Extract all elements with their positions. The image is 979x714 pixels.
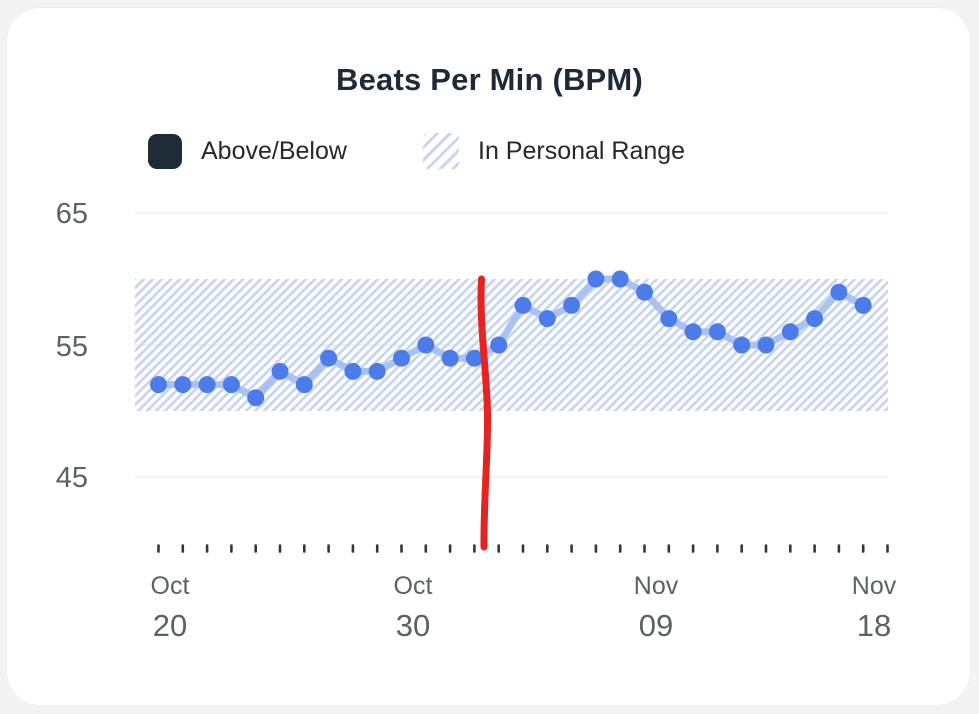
legend-label-personal-range: In Personal Range [478, 136, 686, 165]
red-annotation-line [477, 275, 492, 551]
x-axis-day: 18 [856, 608, 892, 643]
x-axis-label-oct-30: Oct 30 [351, 572, 475, 644]
data-point-nov-14[interactable] [757, 336, 775, 354]
data-point-nov-18[interactable] [854, 296, 872, 314]
x-axis-label-nov-18: Nov 18 [812, 572, 936, 644]
personal-range-swatch-icon [423, 133, 459, 169]
data-point-nov-11[interactable] [684, 323, 702, 341]
x-axis-label-oct-20: Oct 20 [108, 572, 232, 644]
legend-label-above-below: Above/Below [201, 136, 347, 165]
data-point-oct-21[interactable] [174, 376, 192, 394]
data-point-nov-01[interactable] [441, 349, 459, 367]
data-point-nov-09[interactable] [636, 283, 653, 301]
data-point-oct-20[interactable] [150, 376, 167, 394]
data-point-nov-10[interactable] [660, 310, 678, 328]
data-point-oct-27[interactable] [320, 349, 338, 367]
data-point-oct-30[interactable] [393, 349, 410, 367]
y-axis-label-55: 55 [55, 331, 88, 363]
data-point-nov-02[interactable] [465, 349, 483, 367]
data-point-nov-07[interactable] [587, 270, 605, 288]
chart-title: Beats Per Min (BPM) [336, 62, 643, 97]
y-axis-label-45: 45 [55, 462, 88, 494]
above-below-swatch-icon [148, 133, 182, 169]
data-point-nov-15[interactable] [781, 323, 799, 341]
data-point-nov-17[interactable] [830, 283, 848, 301]
data-point-oct-31[interactable] [417, 336, 435, 354]
data-point-nov-05[interactable] [538, 310, 556, 328]
data-point-nov-08[interactable] [611, 270, 629, 288]
data-point-nov-12[interactable] [708, 323, 726, 341]
x-axis-day: 09 [638, 608, 674, 643]
x-axis-month: Oct [150, 572, 190, 600]
data-point-oct-29[interactable] [368, 362, 386, 380]
x-axis-month: Oct [393, 572, 433, 600]
data-point-nov-06[interactable] [563, 296, 581, 314]
data-point-nov-04[interactable] [514, 296, 532, 314]
x-axis-day: 30 [395, 608, 431, 643]
data-point-oct-24[interactable] [247, 389, 265, 407]
data-point-nov-03[interactable] [490, 336, 508, 354]
data-point-nov-13[interactable] [733, 336, 751, 354]
x-axis-day: 20 [152, 608, 188, 643]
data-point-oct-26[interactable] [295, 376, 313, 394]
x-axis-month: Nov [633, 572, 679, 600]
y-axis-label-65: 65 [55, 198, 88, 230]
data-point-oct-28[interactable] [344, 362, 362, 380]
x-axis-label-nov-09: Nov 09 [594, 572, 718, 644]
data-point-oct-23[interactable] [222, 376, 240, 394]
legend-item-personal-range[interactable]: In Personal Range [423, 132, 685, 170]
data-point-oct-25[interactable] [271, 362, 289, 380]
data-point-oct-22[interactable] [198, 376, 216, 394]
legend-item-above-below[interactable]: Above/Below [148, 132, 347, 170]
data-point-nov-16[interactable] [806, 310, 824, 328]
x-axis-month: Nov [851, 572, 897, 600]
